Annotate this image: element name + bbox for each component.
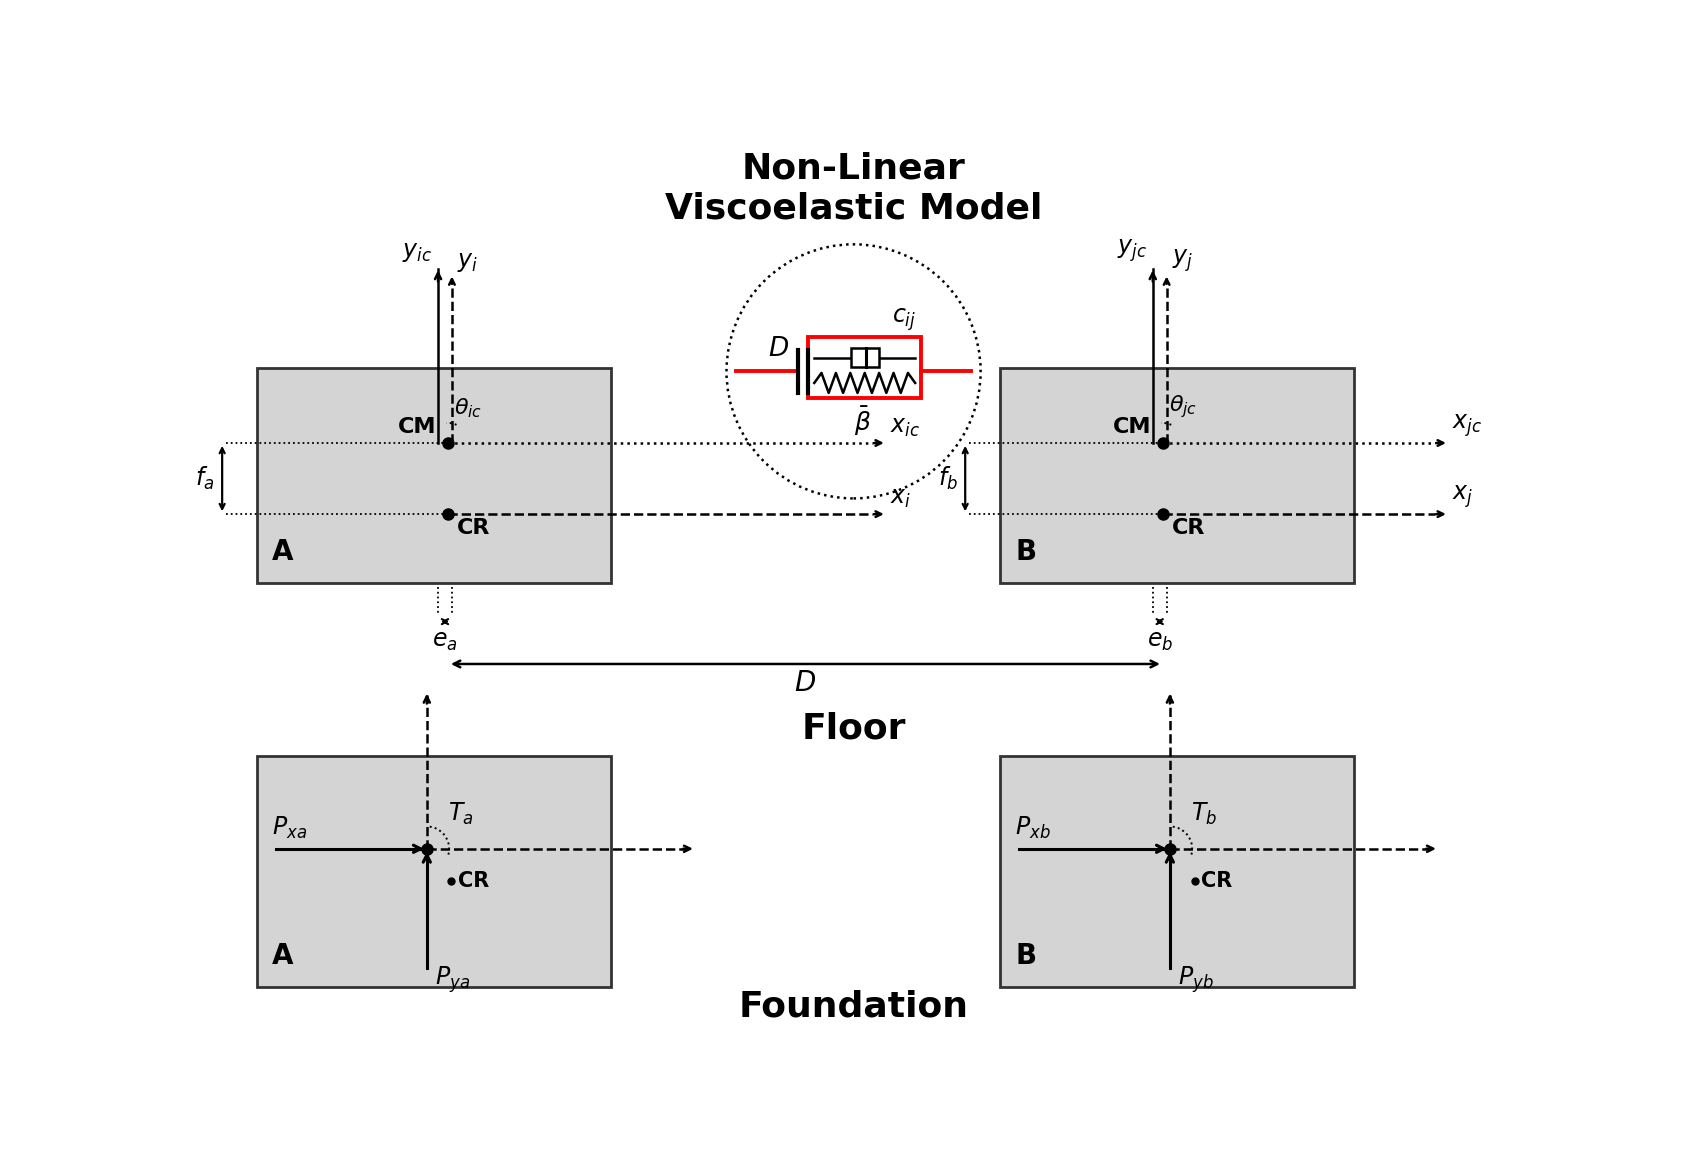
Text: CR: CR xyxy=(458,518,491,538)
Bar xyxy=(807,337,922,398)
Text: CM: CM xyxy=(1113,417,1150,437)
Text: $c_{ij}$: $c_{ij}$ xyxy=(893,307,917,333)
Text: $\theta_{jc}$: $\theta_{jc}$ xyxy=(1169,393,1198,420)
Text: A: A xyxy=(272,943,294,971)
Text: $D$: $D$ xyxy=(794,670,816,698)
Text: B: B xyxy=(1016,943,1036,971)
Text: $f_b$: $f_b$ xyxy=(937,465,957,492)
Text: $P_{ya}$: $P_{ya}$ xyxy=(434,964,469,995)
Text: CR: CR xyxy=(1201,871,1231,891)
Text: Floor: Floor xyxy=(801,712,907,746)
Text: $x_{ic}$: $x_{ic}$ xyxy=(890,415,920,440)
Text: CR: CR xyxy=(458,871,489,891)
Text: CR: CR xyxy=(1172,518,1206,538)
Text: $e_a$: $e_a$ xyxy=(432,629,458,654)
Text: B: B xyxy=(1016,538,1036,566)
Text: $\theta_{ic}$: $\theta_{ic}$ xyxy=(454,397,483,420)
Bar xyxy=(257,368,611,583)
Bar xyxy=(999,757,1354,987)
Bar xyxy=(851,348,878,367)
Text: $y_{jc}$: $y_{jc}$ xyxy=(1117,237,1147,264)
Text: $x_i$: $x_i$ xyxy=(890,486,912,510)
Text: $y_i$: $y_i$ xyxy=(458,250,478,273)
Text: $x_{jc}$: $x_{jc}$ xyxy=(1452,412,1482,440)
Text: $e_b$: $e_b$ xyxy=(1147,629,1172,654)
Text: $y_j$: $y_j$ xyxy=(1172,246,1193,273)
Text: $x_j$: $x_j$ xyxy=(1452,484,1473,510)
Text: $P_{yb}$: $P_{yb}$ xyxy=(1177,964,1213,995)
Text: $T_a$: $T_a$ xyxy=(449,801,474,827)
Text: $\bar{\beta}$: $\bar{\beta}$ xyxy=(854,405,871,437)
Text: $f_a$: $f_a$ xyxy=(195,465,215,492)
Bar xyxy=(257,757,611,987)
Bar xyxy=(999,368,1354,583)
Text: $y_{ic}$: $y_{ic}$ xyxy=(402,239,432,264)
Text: CM: CM xyxy=(399,417,437,437)
Text: Non-Linear
Viscoelastic Model: Non-Linear Viscoelastic Model xyxy=(664,152,1043,226)
Text: $P_{xa}$: $P_{xa}$ xyxy=(272,815,308,841)
Text: A: A xyxy=(272,538,294,566)
Text: Foundation: Foundation xyxy=(738,989,969,1024)
Text: $T_b$: $T_b$ xyxy=(1191,801,1218,827)
Text: $P_{xb}$: $P_{xb}$ xyxy=(1016,815,1051,841)
Text: $D$: $D$ xyxy=(769,337,789,362)
